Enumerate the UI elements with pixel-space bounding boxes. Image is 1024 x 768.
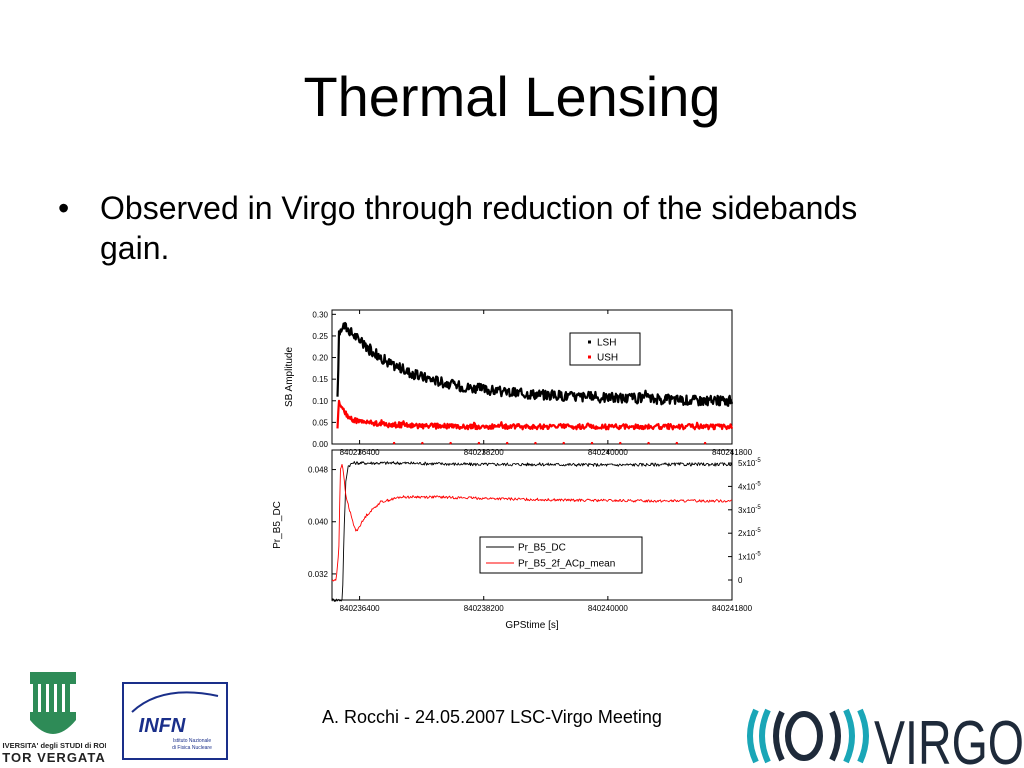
legend-box-1 [569,332,641,366]
y-tick-label: 0.05 [312,418,328,427]
x-axis-label: GPStime [s] [505,620,559,631]
legend-box-2 [479,536,643,574]
series-marker-USH [477,441,481,445]
infn-sub1: Istituto Nazionale [173,738,212,744]
infn-sub2: di Fisica Nucleare [172,745,212,751]
bullet-text: Observed in Virgo through reduction of t… [100,190,858,266]
series-line-Pr_B5_DC [331,461,733,602]
virgo-name: VIRGO [874,709,1024,768]
virgo-logo: VIRGO [747,708,1024,768]
series-marker-USH [647,441,650,445]
chart: 0.00 0.05 0.10 0.15 0.20 0.25 0.30 840236400 840… [272,309,761,631]
x-tick-label: 840240000 [588,604,629,613]
y-tick-label: 0.20 [312,354,328,363]
plot-frame-1 [331,309,733,445]
series-marker-USH [421,441,424,445]
y-tick-label: 0.25 [312,332,328,341]
y2-tick-label: 2x10-5 [738,528,761,538]
series-line-Pr_B5_2f_ACp_mean [331,463,733,582]
virgo-wave-icon [747,708,869,764]
legend-label-LSH: LSH [597,338,616,349]
infn-name: INFN [139,715,186,737]
y-tick-label: 0.00 [312,440,328,449]
bullet-symbol: • [58,190,70,226]
series-marker-USH [590,441,594,445]
series-line-LSH [336,321,734,407]
legend-marker-USH [588,355,591,359]
y-axis-label: SB Amplitude [284,347,295,407]
infn-arc-icon [131,691,219,713]
x-tick-label: 840236400 [340,604,381,613]
y2-tick-label: 5x10-5 [738,458,761,468]
tor-vergata-logo: UNIVERSITA' degli STUDI di ROMA TOR VERG… [2,672,106,765]
series-line-USH [336,399,734,431]
series-marker-USH [703,441,707,445]
series-marker-USH [562,441,565,445]
legend-label-Pr_B5_DC: Pr_B5_DC [518,543,566,554]
plot-frame-2 [331,449,733,601]
y-tick-label: 0.15 [312,375,328,384]
series-marker-USH [619,441,622,445]
tor-vergata-line2: TOR VERGATA [2,750,105,765]
y2-tick-label: 3x10-5 [738,505,761,515]
y-tick-label: 0.048 [308,466,329,475]
series-marker-USH [392,441,396,445]
legend-label-Pr_B5_2f_ACp_mean: Pr_B5_2f_ACp_mean [518,559,615,570]
x-tick-label: 840241800 [712,604,753,613]
series-marker-USH [449,441,452,445]
y-tick-label: 0.10 [312,397,328,406]
series-marker-USH [534,441,537,445]
y-axis-label: Pr_B5_DC [272,501,283,549]
footer-text: A. Rocchi - 24.05.2007 LSC-Virgo Meeting [322,707,662,727]
infn-logo: INFN Istituto Nazionale di Fisica Nuclea… [122,682,228,760]
y2-tick-label: 4x10-5 [738,481,761,491]
y-tick-label: 0.040 [308,518,329,527]
tor-vergata-emblem-icon [30,672,76,734]
y-tick-label: 0.032 [308,570,329,579]
series-marker-USH [505,441,509,445]
y2-tick-label: 1x10-5 [738,552,761,562]
series-marker-USH [675,441,679,445]
slide-title: Thermal Lensing [303,65,721,128]
legend-marker-LSH [588,340,591,344]
y-tick-label: 0.30 [312,310,328,319]
x-tick-label: 840238200 [464,604,505,613]
legend-label-USH: USH [597,353,618,364]
tor-vergata-line1: UNIVERSITA' degli STUDI di ROMA [2,741,106,750]
y2-tick-label: 0 [738,576,743,585]
